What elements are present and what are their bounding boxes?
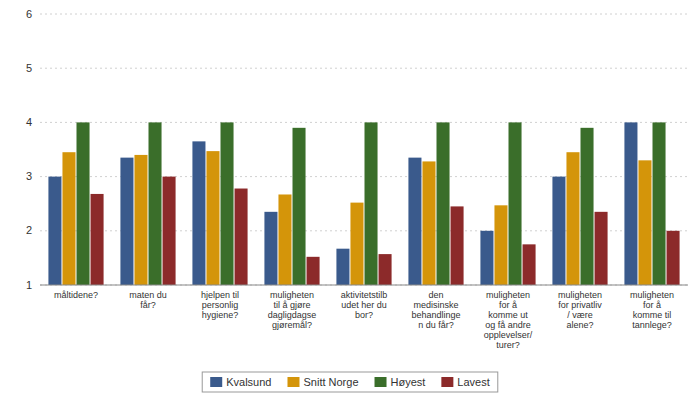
bar xyxy=(120,158,133,285)
x-tick-label: hjelpen tilpersonlighygiene? xyxy=(201,290,239,320)
legend-swatch xyxy=(441,377,453,387)
x-tick-label: maten dufår? xyxy=(129,290,167,310)
x-axis: måltidene? maten dufår? hjelpen tilpersonl… xyxy=(54,290,674,350)
legend-label: Snitt Norge xyxy=(303,376,358,388)
y-tick-label: 6 xyxy=(26,8,32,20)
chart: 1 2 3 4 5 6 måltidene? maten dufår? hjelpen tilp… xyxy=(0,0,700,400)
bar xyxy=(149,122,162,285)
grid xyxy=(40,14,688,285)
x-tick-label: mulighetentil å gjøredagligdagsegjøremål… xyxy=(268,290,317,330)
x-tick-label: mulighetenfor åkomme tiltannlege? xyxy=(630,290,674,330)
chart-container: 1 2 3 4 5 6 måltidene? maten dufår? hjelpen tilp… xyxy=(0,0,700,400)
x-tick-label: mulighetenfor åkomme utog få andreopplev… xyxy=(484,290,533,350)
bar xyxy=(91,194,104,285)
x-tick-label: måltidene? xyxy=(54,290,98,300)
legend-swatch xyxy=(210,377,222,387)
y-tick-label: 3 xyxy=(26,170,32,182)
bar xyxy=(638,160,651,285)
bar xyxy=(422,161,435,285)
legend: Kvalsund Snitt Norge Høyest Lavest xyxy=(202,372,498,392)
y-tick-label: 5 xyxy=(26,62,32,74)
bar xyxy=(192,141,205,285)
y-axis: 1 2 3 4 5 6 xyxy=(26,8,32,291)
bar xyxy=(365,122,378,285)
bar xyxy=(523,244,536,285)
grid-line xyxy=(40,285,688,286)
bar xyxy=(624,122,637,285)
bar xyxy=(437,122,450,285)
x-tick-label: mulighetenfor privatliv/ værealene? xyxy=(558,290,602,330)
bar xyxy=(77,122,90,285)
bar xyxy=(163,177,176,285)
grid-line xyxy=(40,122,688,123)
bar xyxy=(566,152,579,285)
bar xyxy=(379,254,392,285)
legend-swatch xyxy=(287,377,299,387)
bar xyxy=(408,158,421,285)
bar xyxy=(653,122,666,285)
bar xyxy=(62,152,75,285)
bar xyxy=(552,177,565,285)
bar xyxy=(235,189,248,285)
bars xyxy=(48,122,679,285)
bar xyxy=(221,122,234,285)
bar xyxy=(667,231,680,285)
bar xyxy=(206,151,219,285)
bar xyxy=(307,257,320,285)
series xyxy=(48,122,637,285)
bar xyxy=(509,122,522,285)
bar xyxy=(480,231,493,285)
grid-line xyxy=(40,14,688,15)
bar xyxy=(451,206,464,285)
bar xyxy=(48,177,61,285)
series xyxy=(77,122,666,285)
bar xyxy=(278,194,291,285)
legend-label: Høyest xyxy=(391,376,426,388)
y-tick-label: 2 xyxy=(26,224,32,236)
legend-label: Lavest xyxy=(457,376,489,388)
bar xyxy=(134,155,147,285)
bar xyxy=(336,249,349,285)
top-edge xyxy=(40,14,688,15)
bar xyxy=(494,205,507,285)
bar xyxy=(581,128,594,285)
series xyxy=(91,177,680,285)
x-tick-label: denmedisinskebehandlingen du får? xyxy=(411,290,460,330)
y-tick-label: 4 xyxy=(26,116,32,128)
bar xyxy=(350,203,363,285)
y-tick-label: 1 xyxy=(26,279,32,291)
legend-frame xyxy=(202,372,498,392)
bar xyxy=(264,212,277,285)
x-tick-label: aktivitetstilbudet her dubor? xyxy=(341,290,388,320)
bar xyxy=(293,128,306,285)
grid-line xyxy=(40,68,688,69)
bar xyxy=(595,212,608,285)
legend-swatch xyxy=(375,377,387,387)
legend-label: Kvalsund xyxy=(226,376,271,388)
x-axis-line xyxy=(40,285,688,286)
